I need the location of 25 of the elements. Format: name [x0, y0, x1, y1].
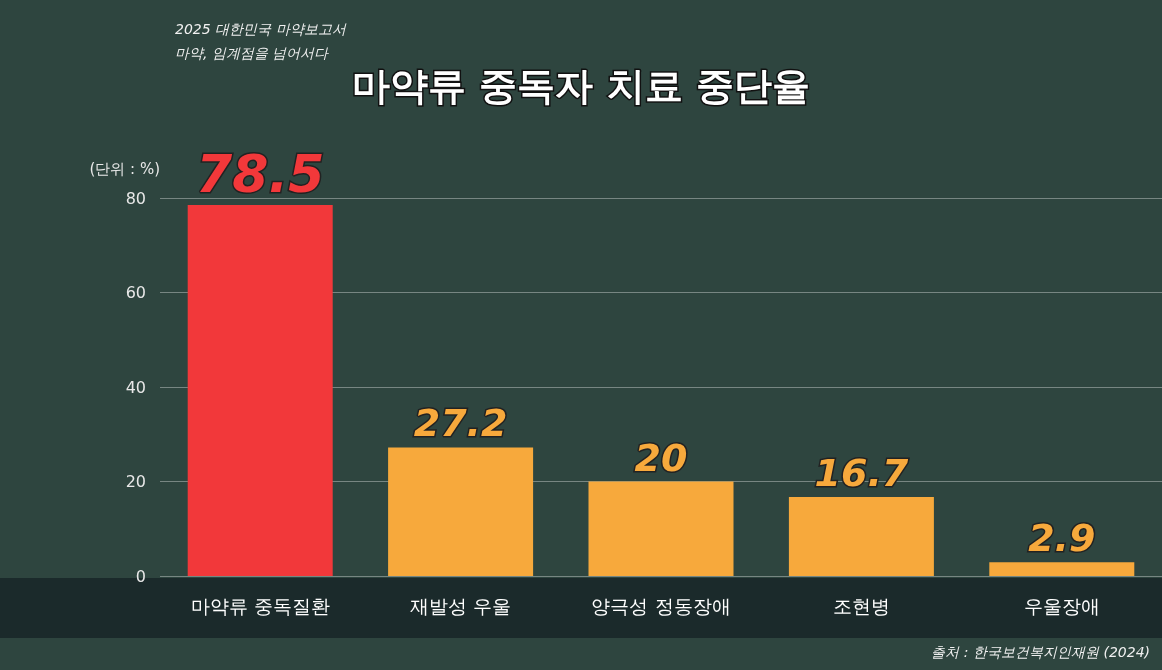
- x-tick-label: 재발성 우울: [410, 594, 512, 617]
- y-tick-label: 20: [125, 472, 146, 491]
- bar: [989, 562, 1135, 576]
- bar: [788, 497, 934, 576]
- data-label: 20: [634, 435, 688, 480]
- data-label: 16.7: [814, 451, 909, 496]
- data-label: 27.2: [413, 401, 508, 446]
- y-tick-label: 0: [135, 566, 146, 586]
- x-tick-label: 마약류 중독질환: [190, 594, 330, 617]
- chart-title: 마약류 중독자 치료 중단율: [352, 64, 810, 108]
- text: 마약, 임계점을 넘어서다: [175, 45, 330, 61]
- bar: [388, 447, 534, 576]
- y-axis-title: (단위 : %): [89, 159, 160, 178]
- bar: [588, 481, 734, 576]
- x-tick-label: 양극성 정동장애: [591, 594, 731, 617]
- y-tick-label: 60: [125, 283, 146, 302]
- text: 2025 대한민국 마약보고서: [175, 21, 347, 37]
- bar: [187, 205, 333, 576]
- x-tick-label: 우울장애: [1023, 594, 1100, 617]
- data-label: 78.5: [196, 144, 325, 205]
- source-note: 출처 : 한국보건복지인재원 (2024): [931, 644, 1150, 660]
- x-tick-label: 조현병: [832, 594, 890, 617]
- data-label: 2.9: [1028, 516, 1096, 561]
- y-tick-label: 80: [125, 188, 146, 208]
- y-tick-label: 40: [125, 377, 146, 397]
